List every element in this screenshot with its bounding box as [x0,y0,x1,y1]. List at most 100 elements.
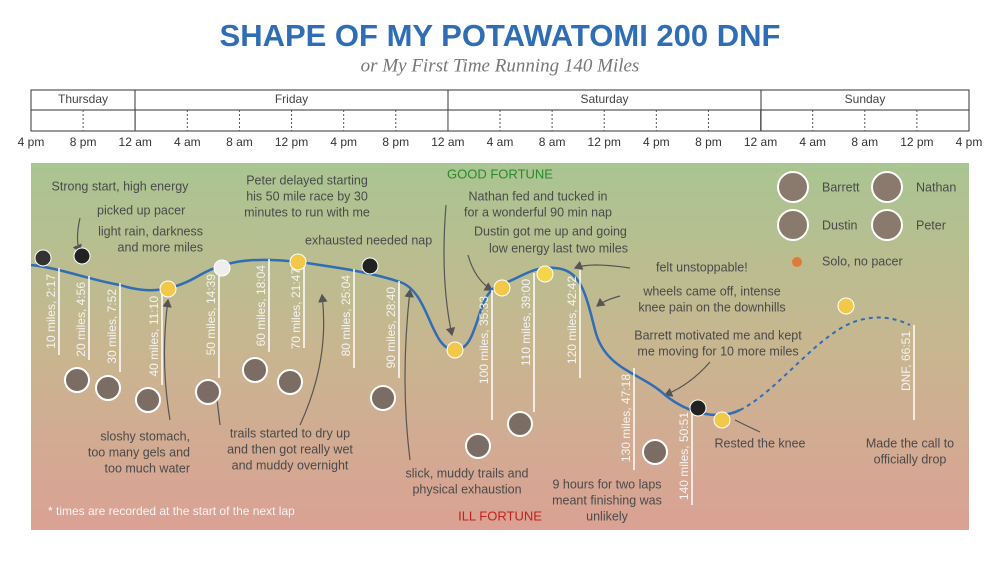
leader [663,361,711,397]
avatar [871,209,903,241]
annotation: minutes to run with me [244,205,370,219]
lap-label: 30 miles, 7:52 [105,289,119,364]
good-fortune: GOOD FORTUNE [447,166,553,181]
annotation: felt unstoppable! [656,260,748,274]
subtitle: or My First Time Running 140 Miles [361,55,640,76]
time-label: 12 am [431,135,464,149]
lap-label: 120 miles, 42:42 [565,276,579,364]
annotation: low energy last two miles [489,241,628,255]
fortune-panel [31,163,969,530]
title: SHAPE OF MY POTAWATOMI 200 DNF [220,18,781,53]
leader [467,254,494,291]
annotation: knee pain on the downhills [638,300,785,314]
icon [536,265,554,283]
lap-label: 100 miles, 35:33 [477,296,491,384]
time-label: 8 am [539,135,566,149]
annotation: Dustin got me up and going [474,224,627,238]
avatar [777,209,809,241]
ill-fortune: ILL FORTUNE [458,508,542,523]
annotation: for a wonderful 90 min nap [464,205,612,219]
time-label: 12 am [744,135,777,149]
lap-label: 40 miles, 11:10 [147,296,161,377]
time-label: 4 pm [643,135,670,149]
annotation: light rain, darkness [98,224,203,238]
pacer-avatar [507,411,533,437]
lap-label: DNF, 66:51 [899,331,913,391]
pacer-avatar [135,387,161,413]
legend-solo: Solo, no pacer [822,254,903,268]
lap-label: 110 miles, 39:00 [519,279,533,366]
time-label: 12 pm [900,135,933,149]
icon [159,280,177,298]
time-label: 4 pm [18,135,45,149]
legend-name: Nathan [916,180,956,194]
icon [213,259,231,277]
time-label: 8 pm [382,135,409,149]
icon [34,249,52,267]
time-label: 8 am [226,135,253,149]
pacer-avatar [370,385,396,411]
pacer-avatar [465,433,491,459]
time-label: 8 pm [695,135,722,149]
lap-label: 50 miles, 14:39 [204,274,218,356]
time-label: 4 am [174,135,201,149]
annotation: Strong start, high energy [52,179,190,193]
avatar [871,171,903,203]
day-label: Saturday [580,92,628,106]
annotation: Peter delayed starting [246,173,368,187]
time-label: 8 pm [70,135,97,149]
lap-label: 70 miles, 21:47 [289,268,303,350]
day-label: Friday [275,92,308,106]
annotation: physical exhaustion [412,482,521,496]
icon [713,411,731,429]
pacer-avatar [64,367,90,393]
annotation: 9 hours for two laps [552,477,661,491]
icon [73,247,91,265]
icon [493,279,511,297]
legend-name: Peter [916,218,946,232]
solo-icon [792,257,802,267]
annotation: exhausted needed nap [305,233,432,247]
lap-label: 90 miles, 28:40 [384,287,398,369]
avatar [777,171,809,203]
annotation: and more miles [118,240,203,254]
annotation: unlikely [586,509,628,523]
icon [361,257,379,275]
leaders [72,204,761,461]
annotation: Rested the knee [714,436,805,450]
lap-label: 140 miles, 50:51 [677,412,691,500]
legend-name: Barrett [822,180,860,194]
pacer-avatar [95,375,121,401]
annotation: officially drop [874,452,947,466]
journey-projected [739,316,911,411]
time-label: 4 pm [956,135,983,149]
pacer-avatar [277,369,303,395]
time-label: 4 am [799,135,826,149]
annotation: trails started to dry up [230,426,350,440]
pacer-avatar [195,379,221,405]
leader [734,419,761,433]
annotation: picked up pacer [97,203,185,217]
legend-name: Dustin [822,218,857,232]
leader [299,293,328,426]
lap-label: 10 miles, 2:17 [44,274,58,349]
leader [404,288,414,461]
annotation: sloshy stomach, [100,429,190,443]
annotation: Nathan fed and tucked in [469,189,608,203]
annotation: meant finishing was [552,493,662,507]
icon [289,253,307,271]
icon [837,297,855,315]
annotation: wheels came off, intense [642,284,780,298]
annotation: and then got really wet [227,442,353,456]
time-label: 4 pm [330,135,357,149]
annotation: and muddy overnight [232,458,349,472]
annotation: slick, muddy trails and [406,466,529,480]
time-label: 8 am [851,135,878,149]
leader [596,295,621,307]
lap-label: 60 miles, 18:04 [254,265,268,347]
annotation: too many gels and [88,445,190,459]
leader [162,298,172,421]
pacer-avatar [642,439,668,465]
